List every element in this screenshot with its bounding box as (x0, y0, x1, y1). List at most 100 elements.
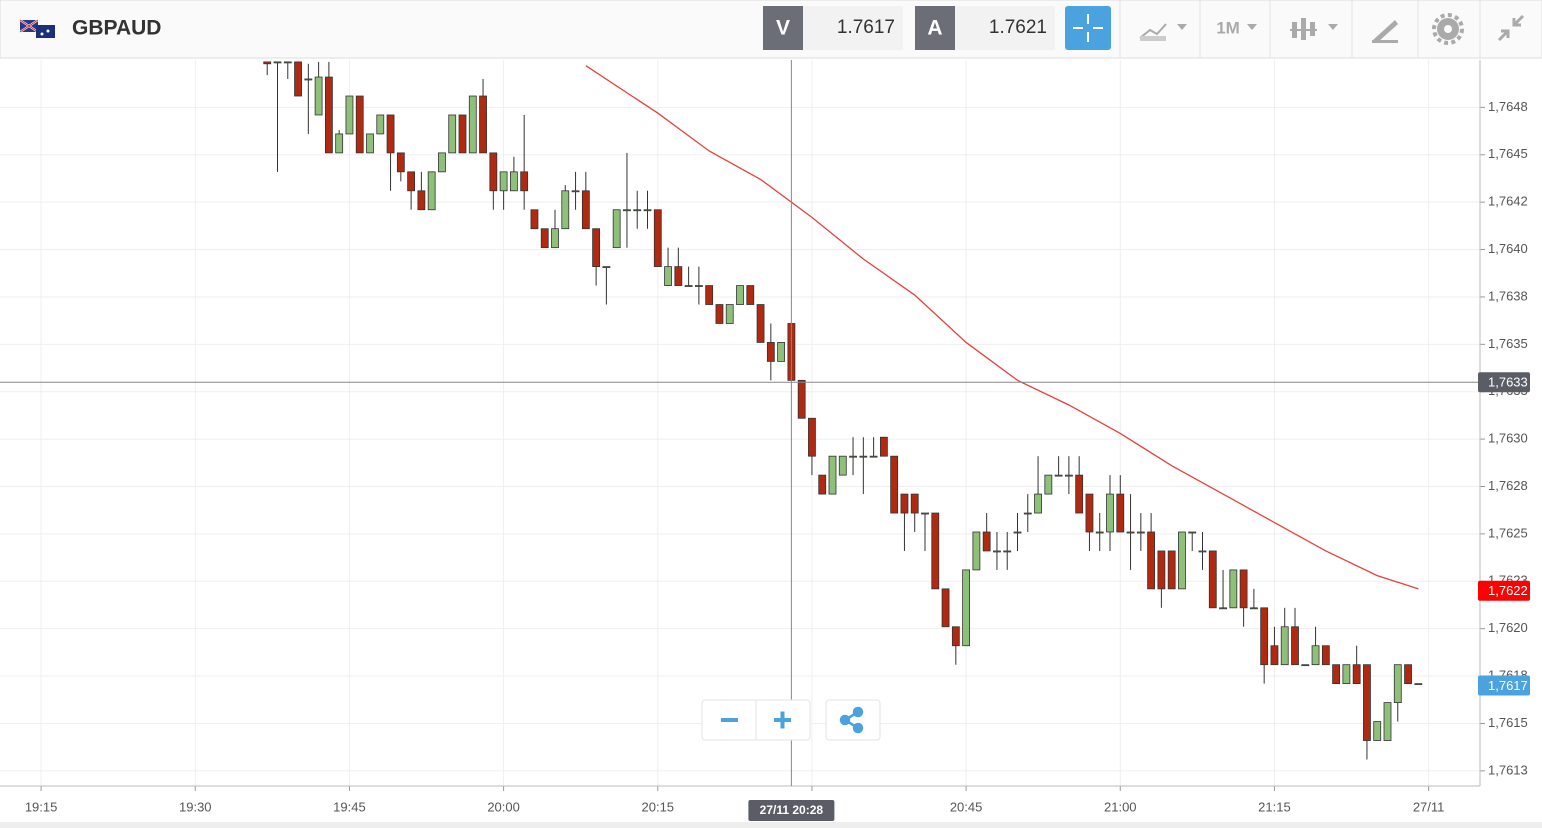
candle-body (1044, 474, 1053, 495)
y-tick-label: 1,7648 (1488, 99, 1528, 114)
y-tick-label: 1,7620 (1488, 620, 1528, 635)
candle-body (725, 304, 734, 324)
candle-body (499, 171, 508, 192)
candle-body (458, 114, 467, 154)
zoom-in-button[interactable] (774, 711, 791, 729)
timeframe-caret (1247, 24, 1257, 30)
candle-body (838, 455, 847, 476)
candle-body (818, 474, 827, 495)
y-tick-label: 1,7630 (1488, 431, 1528, 446)
candle-body (468, 95, 477, 154)
candle-body (879, 436, 888, 457)
price-tag-label: 1,7617 (1488, 678, 1528, 693)
candle-body (540, 228, 549, 249)
candle-body (736, 285, 744, 305)
y-tick-label: 1,7645 (1488, 146, 1528, 161)
share-box (825, 699, 881, 741)
x-tick-label: 19:30 (179, 799, 212, 814)
candle-body (417, 190, 426, 211)
candle-body (684, 285, 693, 287)
bid-button[interactable] (763, 6, 803, 50)
candle-body (1414, 683, 1423, 686)
candle-body (263, 61, 272, 65)
candle-body (294, 61, 302, 97)
candle-body (1034, 493, 1042, 514)
y-tick-label: 1,7640 (1488, 241, 1528, 256)
y-tick-label: 1,7615 (1488, 715, 1528, 730)
candle-body (1147, 531, 1156, 590)
candle-body (396, 152, 405, 173)
candle-body (1003, 550, 1012, 553)
moving-average (585, 65, 1419, 590)
candle-body (438, 152, 446, 173)
y-tick-label: 1,7628 (1488, 478, 1528, 493)
ask-label: A (927, 17, 942, 40)
plot-area: 1,7648 1,7645 1,7642 1,7640 1,7638 1,7635 1,76… (0, 60, 1530, 821)
candle-body (1013, 531, 1022, 534)
zoom-out-button[interactable] (721, 718, 738, 722)
collapse-button[interactable] (1497, 14, 1525, 42)
candle-body (694, 285, 703, 287)
candle-body (1219, 607, 1227, 610)
candle-body (1106, 493, 1114, 533)
candle-body (1023, 512, 1032, 515)
candle-body (1280, 626, 1289, 666)
ask-price: 1.7621 (989, 17, 1047, 38)
y-tick-label: 1,7642 (1488, 194, 1528, 209)
candle-body (828, 455, 837, 495)
x-tick-label: 20:00 (487, 799, 520, 814)
crosshair-y-tag (1478, 372, 1530, 393)
candle-body (407, 171, 416, 192)
price-tag (1478, 580, 1530, 601)
bid-box (803, 6, 903, 50)
candle-body (345, 95, 354, 135)
candle-body (1301, 664, 1310, 667)
candle-body (1085, 493, 1094, 533)
crosshair-x-tag (748, 800, 835, 821)
candle-body (1393, 664, 1402, 703)
candle-body (1054, 474, 1063, 477)
candle-body (705, 285, 714, 305)
x-tick-label: 27/11 (1413, 799, 1445, 814)
price-tag (1478, 675, 1530, 696)
crosshair-button[interactable] (1065, 6, 1111, 50)
candle-body (1321, 645, 1330, 666)
candle-body (1188, 531, 1197, 534)
candle-body (1249, 607, 1258, 610)
candle-body (890, 455, 899, 514)
settings-button[interactable] (1432, 13, 1464, 45)
candle-body (643, 209, 652, 212)
candle-body (715, 304, 724, 324)
crosshair-x-label: 27/11 20:28 (760, 803, 824, 817)
candle-body (1178, 531, 1186, 590)
price-tag-label: 1,7622 (1488, 583, 1528, 598)
candle-body (520, 171, 529, 192)
symbol: GBPAUD (72, 17, 161, 40)
ask-box (955, 6, 1055, 50)
chart-type-button[interactable] (1139, 23, 1187, 41)
candle-body (448, 114, 457, 154)
share-button[interactable] (839, 706, 864, 734)
ask-button[interactable] (915, 6, 955, 50)
candle-body (1373, 721, 1382, 741)
candle-body (1208, 550, 1217, 609)
candle-body (777, 342, 786, 362)
candle-body (869, 455, 878, 458)
candle-type-button[interactable] (1290, 18, 1338, 40)
candle-body (355, 95, 364, 154)
candle-body (982, 531, 991, 552)
timeframe[interactable]: 1M (1216, 18, 1240, 37)
candle-body (1342, 664, 1351, 685)
candle-body (910, 493, 919, 514)
candle-body (571, 190, 580, 193)
candle-body (273, 61, 282, 64)
candle-body (1229, 569, 1238, 609)
candle-body (561, 190, 570, 230)
candle-body (1095, 531, 1104, 534)
candle-body (1352, 664, 1361, 685)
x-tick-label: 21:00 (1104, 799, 1137, 814)
candle-body (427, 171, 436, 211)
drawing-tool-button[interactable] (1372, 20, 1398, 43)
candle-body (674, 266, 683, 286)
